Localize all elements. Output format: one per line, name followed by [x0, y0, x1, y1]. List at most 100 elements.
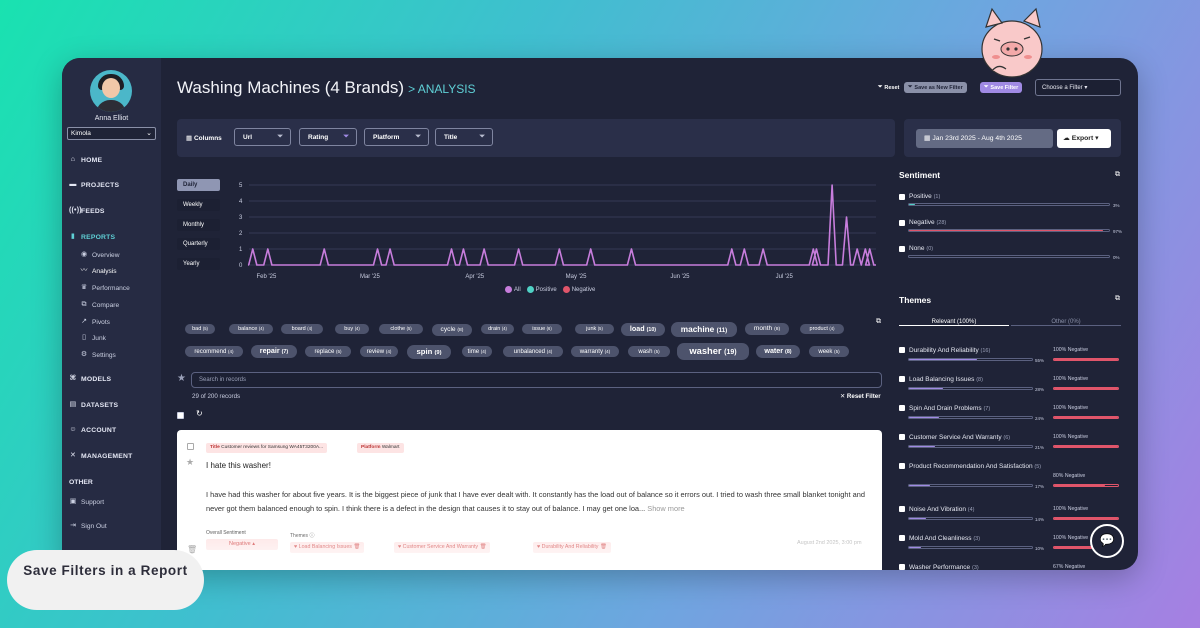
columns-button[interactable]: ▦ Columns: [186, 134, 222, 142]
sentiment-dropdown[interactable]: Negative ▴: [206, 539, 278, 550]
nav-account[interactable]: ☺ ACCOUNT: [69, 426, 116, 434]
trash-icon[interactable]: 🗑: [599, 544, 607, 550]
tag-machine[interactable]: machine (11): [671, 322, 737, 337]
tag-product[interactable]: product (4): [800, 324, 844, 334]
tag-water[interactable]: water (8): [756, 345, 800, 358]
tag-board[interactable]: board (4): [281, 324, 323, 334]
nav-signout[interactable]: ⇥ Sign Out: [69, 522, 107, 530]
copy-icon[interactable]: ⧉: [1115, 171, 1120, 178]
nav-datasets[interactable]: ▤ DATASETS: [69, 401, 118, 409]
tag-washer[interactable]: washer (19): [677, 343, 749, 360]
theme-checkbox[interactable]: [899, 463, 905, 469]
record-theme[interactable]: ♥ Durability And Reliability 🗑: [533, 542, 611, 553]
nav-home[interactable]: ⌂ HOME: [69, 156, 102, 164]
nav-feeds[interactable]: ((•)) FEEDS: [69, 207, 105, 215]
tag-issue[interactable]: issue (6): [522, 324, 562, 334]
legend-all[interactable]: All: [505, 286, 521, 293]
breadcrumb[interactable]: > ANALYSIS: [408, 82, 476, 96]
nav-reports[interactable]: ▮ REPORTS: [69, 233, 115, 241]
legend-positive[interactable]: Positive: [526, 286, 557, 293]
tag-warranty[interactable]: warranty (4): [571, 346, 619, 357]
copy-icon[interactable]: ⧉: [1115, 295, 1120, 302]
tag-spin[interactable]: spin (9): [407, 345, 451, 359]
tag-junk[interactable]: junk (5): [575, 324, 614, 334]
filter-rating[interactable]: Rating ⏷: [299, 128, 357, 146]
theme-checkbox[interactable]: [899, 506, 905, 512]
filter-platform[interactable]: Platform ⏷: [364, 128, 429, 146]
nav-projects[interactable]: ▬ PROJECTS: [69, 181, 119, 189]
date-range-button[interactable]: ▦ Jan 23rd 2025 - Aug 4th 2025: [916, 129, 1053, 148]
gran-daily[interactable]: Daily: [177, 179, 220, 191]
trash-icon[interactable]: 🗑: [479, 544, 487, 550]
nav-support[interactable]: ▣ Support: [69, 498, 104, 506]
save-filter-button[interactable]: ⏷ Save Filter: [980, 82, 1023, 93]
nav-management[interactable]: ✕ MANAGEMENT: [69, 452, 132, 460]
tag-unbalanced[interactable]: unbalanced (4): [503, 346, 563, 357]
star-icon[interactable]: ★: [186, 457, 195, 467]
tag-count: (4): [258, 326, 264, 331]
theme-checkbox[interactable]: [899, 564, 905, 570]
nav-models[interactable]: ⌘ MODELS: [69, 375, 111, 383]
copy-icon[interactable]: ⧉: [876, 318, 881, 325]
theme-checkbox[interactable]: [899, 347, 905, 353]
theme-checkbox[interactable]: [899, 434, 905, 440]
tag-bad[interactable]: bad (5): [185, 324, 215, 334]
sub-performance[interactable]: ♛ Performance: [80, 284, 130, 292]
tag-review[interactable]: review (4): [360, 346, 398, 357]
select-all-checkbox[interactable]: [177, 412, 184, 419]
tag-buy[interactable]: buy (4): [335, 324, 369, 334]
sentiment-checkbox[interactable]: [899, 194, 905, 200]
tag-load[interactable]: load (10): [621, 323, 665, 336]
delete-icon[interactable]: 🗑: [187, 545, 198, 554]
sub-compare[interactable]: ⧉ Compare: [80, 301, 120, 309]
tag-wash[interactable]: wash (5): [628, 346, 670, 357]
star-icon[interactable]: ★: [177, 373, 186, 384]
filter-url[interactable]: Url ⏷: [234, 128, 291, 146]
sub-junk[interactable]: ▯ Junk: [80, 334, 106, 342]
sub-overview[interactable]: ◉ Overview: [80, 251, 120, 259]
models-icon: ⌘: [69, 375, 77, 382]
theme-pct: 14%: [1035, 517, 1045, 522]
reset-filter-button[interactable]: ✕ Reset Filter: [840, 393, 881, 400]
tag-month[interactable]: month (8): [745, 323, 789, 335]
tag-cycle[interactable]: cycle (8): [432, 324, 472, 336]
gran-quarterly[interactable]: Quarterly: [177, 238, 220, 250]
tag-time[interactable]: time (4): [462, 346, 492, 357]
filter-title[interactable]: Title ⏷: [435, 128, 493, 146]
tag-balance[interactable]: balance (4): [229, 324, 273, 334]
tag-clothe[interactable]: clothe (5): [379, 324, 423, 334]
tag-week[interactable]: week (5): [809, 346, 849, 357]
gran-yearly[interactable]: Yearly: [177, 258, 220, 270]
save-new-filter-button[interactable]: ⏷ Save as New Filter: [904, 82, 967, 93]
theme-checkbox[interactable]: [899, 535, 905, 541]
sub-analysis[interactable]: 〰 Analysis: [80, 267, 117, 275]
sub-settings[interactable]: ⚙ Settings: [80, 351, 116, 359]
tab-relevant[interactable]: Relevant (100%): [899, 319, 1009, 326]
tag-recommend[interactable]: recommend (4): [185, 346, 243, 357]
tag-drain[interactable]: drain (4): [481, 324, 514, 334]
sentiment-checkbox[interactable]: [899, 246, 905, 252]
tab-other[interactable]: Other (0%): [1011, 319, 1121, 326]
avatar[interactable]: [90, 70, 132, 112]
export-button[interactable]: ☁ Export ▾: [1057, 129, 1111, 148]
org-select[interactable]: Kimola ⌄: [67, 127, 156, 140]
chat-button[interactable]: 💬: [1090, 524, 1124, 558]
refresh-icon[interactable]: ↻: [196, 409, 203, 418]
record-checkbox[interactable]: [187, 443, 194, 450]
tag-repair[interactable]: repair (7): [251, 345, 297, 358]
trash-icon[interactable]: 🗑: [353, 544, 361, 550]
record-theme[interactable]: ♥ Load Balancing Issues 🗑: [290, 542, 365, 553]
show-more-link[interactable]: Show more: [647, 504, 685, 513]
search-input[interactable]: Search in records: [191, 372, 882, 388]
reset-button[interactable]: ⏷ Reset: [874, 82, 903, 93]
choose-filter-select[interactable]: Choose a Filter ▾: [1035, 79, 1121, 96]
sentiment-checkbox[interactable]: [899, 220, 905, 226]
record-theme[interactable]: ♥ Customer Service And Warranty 🗑: [394, 542, 491, 553]
sub-pivots[interactable]: ↗ Pivots: [80, 318, 110, 326]
gran-monthly[interactable]: Monthly: [177, 219, 220, 231]
theme-checkbox[interactable]: [899, 376, 905, 382]
theme-checkbox[interactable]: [899, 405, 905, 411]
gran-weekly[interactable]: Weekly: [177, 199, 220, 211]
tag-replace[interactable]: replace (5): [305, 346, 351, 357]
legend-negative[interactable]: Negative: [562, 286, 595, 293]
